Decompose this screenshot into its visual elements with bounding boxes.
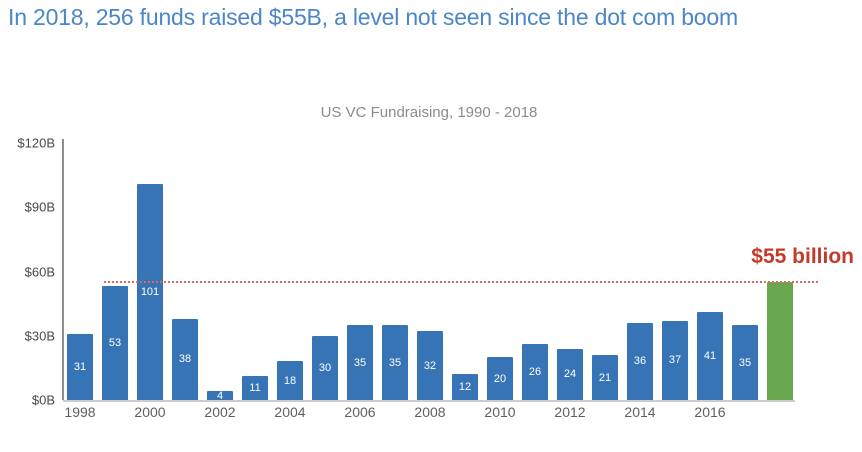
bar-value-label-2012: 24 xyxy=(563,368,577,381)
bar-1998 xyxy=(67,333,93,400)
x-tick-1998: 1998 xyxy=(64,404,96,420)
bar-value-label-2011: 26 xyxy=(528,366,542,379)
bar-2009 xyxy=(452,374,478,400)
bar-2008 xyxy=(417,331,443,400)
bar-value-label-2015: 37 xyxy=(668,354,682,367)
bar-value-label-2010: 20 xyxy=(493,372,507,385)
bar-2002 xyxy=(207,391,233,400)
bar-2004 xyxy=(277,361,303,400)
bar-2007 xyxy=(382,325,408,400)
x-tick-2010: 2010 xyxy=(484,404,516,420)
bar-value-label-2017: 35 xyxy=(738,356,752,369)
bar-value-label-2004: 18 xyxy=(283,374,297,387)
bar-value-label-2003: 11 xyxy=(249,382,261,395)
reference-line-label: $55 billion xyxy=(751,245,854,268)
bar-value-label-2009: 12 xyxy=(458,381,472,394)
bar-value-label-2008: 32 xyxy=(423,359,437,372)
bar-value-label-2007: 35 xyxy=(388,356,402,369)
x-tick-2000: 2000 xyxy=(134,404,166,420)
x-tick-2006: 2006 xyxy=(344,404,376,420)
y-tick-60: $60B xyxy=(24,264,55,279)
bar-2003 xyxy=(242,376,268,400)
bar-2001 xyxy=(172,318,198,400)
bar-2014 xyxy=(627,322,653,400)
bar-2006 xyxy=(347,325,373,400)
bar-value-label-2001: 38 xyxy=(178,353,192,366)
bar-2000 xyxy=(137,183,163,400)
bar-value-label-2006: 35 xyxy=(353,356,367,369)
bar-2016 xyxy=(697,312,723,400)
y-axis-line xyxy=(62,139,64,400)
x-tick-2012: 2012 xyxy=(554,404,586,420)
bar-2010 xyxy=(487,357,513,400)
y-tick-90: $90B xyxy=(24,199,55,215)
headline: In 2018, 256 funds raised $55B, a level … xyxy=(8,4,738,30)
bar-value-label-2005: 30 xyxy=(318,361,332,374)
bar-value-label-2014: 36 xyxy=(633,355,647,368)
bar-value-label-2016: 41 xyxy=(703,350,717,363)
bar-2013 xyxy=(592,355,618,400)
bar-2015 xyxy=(662,320,688,400)
bar-value-label-2002: 4 xyxy=(216,389,224,402)
y-tick-120: $120B xyxy=(17,135,55,151)
x-tick-2008: 2008 xyxy=(414,404,446,420)
chart-title: US VC Fundraising, 1990 - 2018 xyxy=(320,104,538,121)
bar-value-label-1999: 53 xyxy=(108,337,122,350)
bar-value-label-2000: 101 xyxy=(140,285,160,298)
bar-2017 xyxy=(732,325,758,400)
y-tick-30: $30B xyxy=(24,328,55,344)
bar-value-label-1998: 31 xyxy=(73,360,87,373)
x-tick-2016: 2016 xyxy=(694,404,726,420)
x-tick-2002: 2002 xyxy=(204,404,236,420)
bar-2005 xyxy=(312,335,338,400)
x-tick-2014: 2014 xyxy=(624,404,656,420)
bar-1999 xyxy=(102,286,128,400)
bar-2018 xyxy=(767,282,793,400)
y-tick-0: $0B xyxy=(31,392,55,408)
bar-2011 xyxy=(522,344,548,400)
x-tick-2004: 2004 xyxy=(274,404,306,420)
bar-2012 xyxy=(557,348,583,400)
reference-line-55b xyxy=(104,281,818,284)
bar-value-label-2013: 21 xyxy=(598,371,612,384)
x-axis-line xyxy=(63,400,795,402)
